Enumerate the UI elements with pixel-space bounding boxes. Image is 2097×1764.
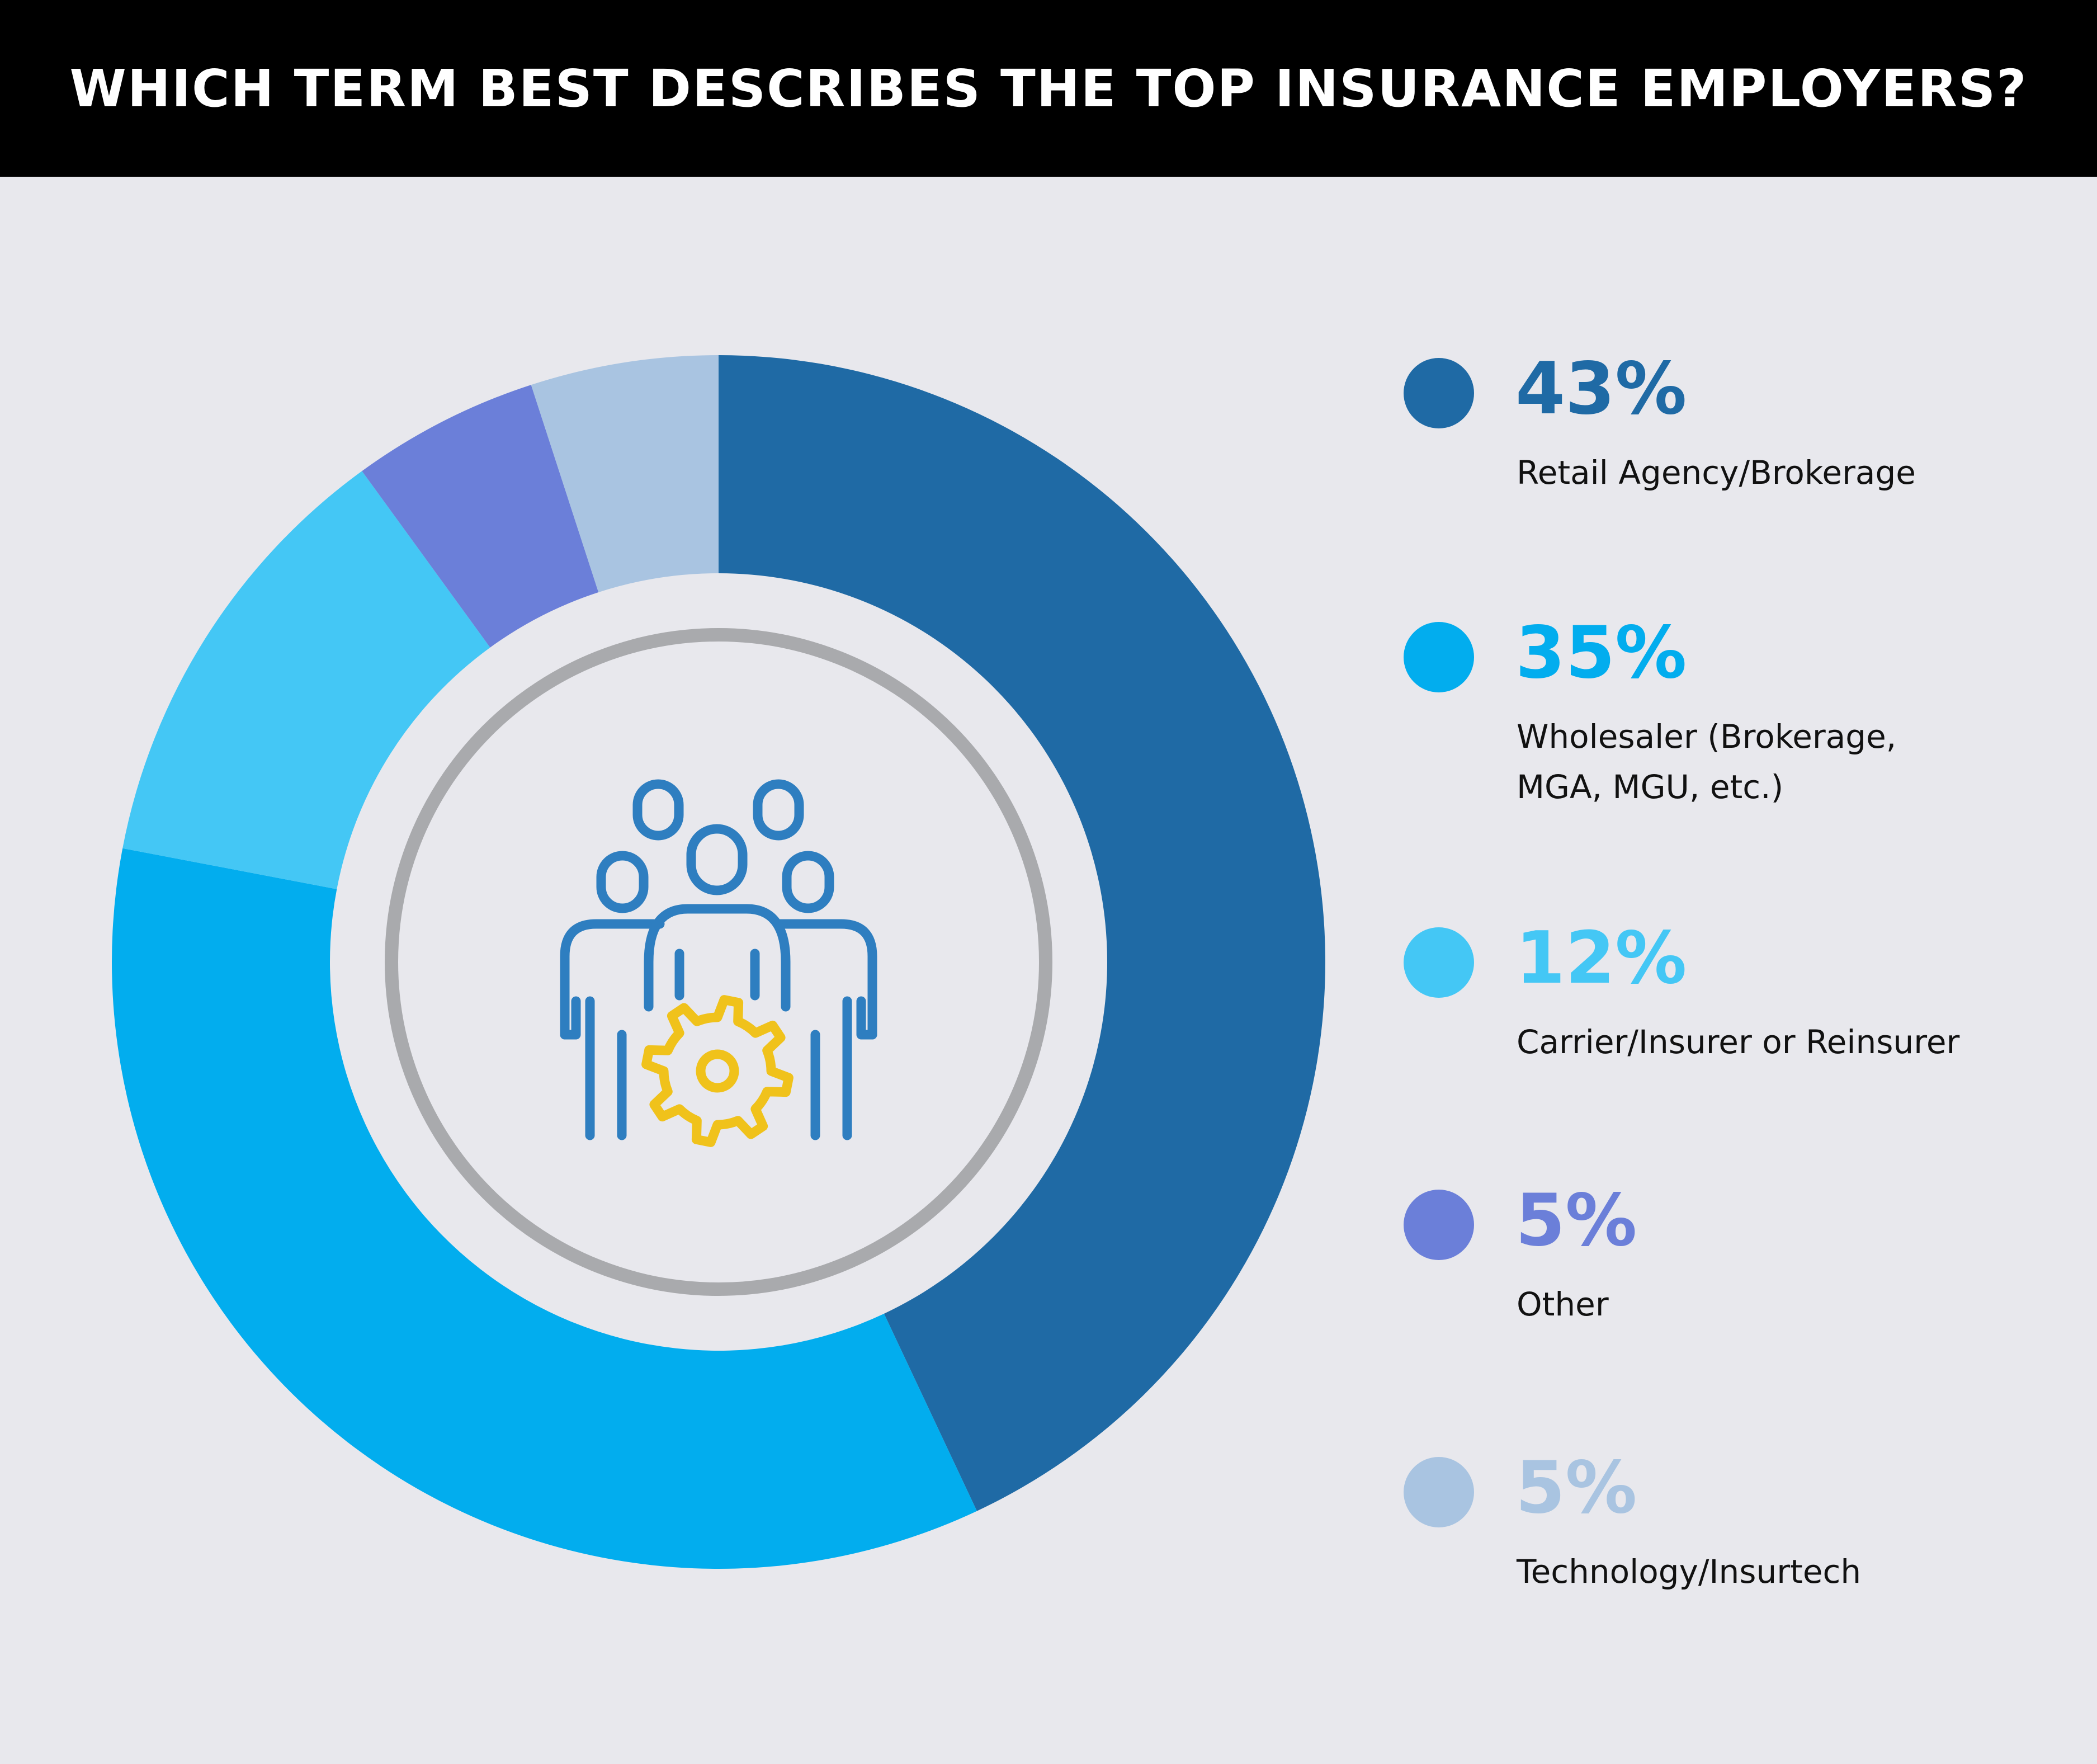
legend-dot <box>1404 927 1474 998</box>
legend-item-technology: 5% Technology/Insurtech <box>1404 1446 2075 1636</box>
legend-label: Retail Agency/Brokerage <box>1517 454 1916 492</box>
legend-label: Wholesaler (Brokerage, MGA, MGU, etc.) <box>1517 718 1897 806</box>
donut-slice-3 <box>122 471 490 889</box>
legend-item-other: 5% Other <box>1404 1179 2075 1369</box>
chart-header: WHICH TERM BEST DESCRIBES THE TOP INSURA… <box>0 0 2097 177</box>
donut-slice-5 <box>531 355 719 593</box>
legend-label: Other <box>1517 1285 1609 1323</box>
legend-dot <box>1404 358 1474 428</box>
legend-dot <box>1404 1190 1474 1260</box>
legend-dot <box>1404 1457 1474 1527</box>
legend-value: 12% <box>1515 917 1687 1000</box>
gear-icon <box>641 995 794 1147</box>
donut-slice-2 <box>112 848 977 1569</box>
donut-slice-1 <box>719 355 1325 1511</box>
donut-slice-4 <box>362 385 599 648</box>
inner-ring <box>385 628 1052 1296</box>
legend-value: 35% <box>1515 611 1687 695</box>
legend-item-retail: 43% Retail Agency/Brokerage <box>1404 347 2075 537</box>
legend-label: Carrier/Insurer or Reinsurer <box>1517 1023 1960 1061</box>
team-gear-icon <box>560 779 877 1147</box>
legend-value: 5% <box>1515 1446 1637 1530</box>
legend-item-carrier: 12% Carrier/Insurer or Reinsurer <box>1404 917 2075 1106</box>
legend-label: Technology/Insurtech <box>1517 1553 1862 1591</box>
legend-value: 43% <box>1515 347 1687 431</box>
chart-title: WHICH TERM BEST DESCRIBES THE TOP INSURA… <box>69 58 2028 119</box>
legend-dot <box>1404 622 1474 692</box>
legend-value: 5% <box>1515 1179 1637 1262</box>
donut-slices <box>112 355 1325 1569</box>
legend-item-wholesaler: 35% Wholesaler (Brokerage, MGA, MGU, etc… <box>1404 611 2075 806</box>
